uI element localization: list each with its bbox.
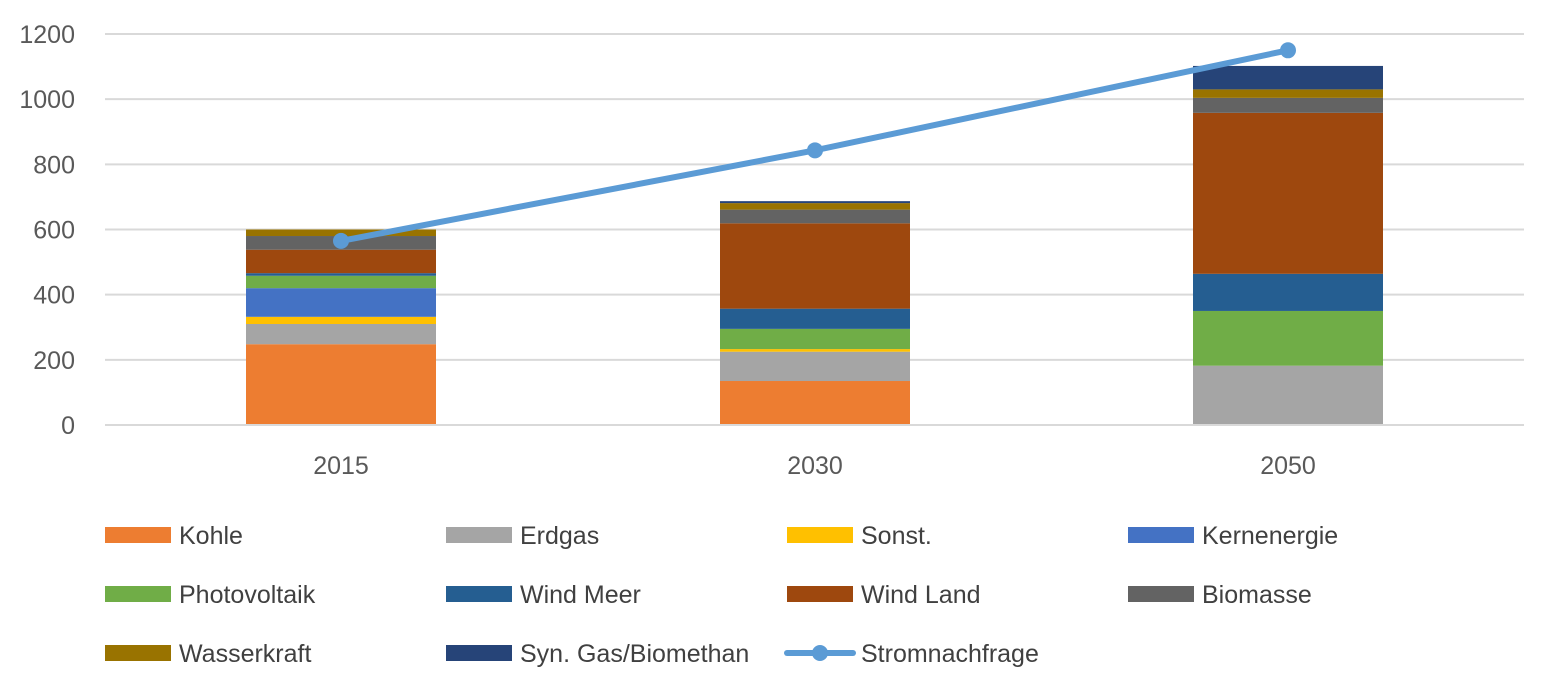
bar-segment [720, 203, 910, 210]
legend-marker-swatch [812, 645, 828, 661]
legend-item: Wasserkraft [105, 640, 311, 668]
legend-item: Biomasse [1128, 581, 1312, 609]
legend: Kohle Erdgas Sonst. Kernenergie Photovoltaik… [105, 522, 1338, 668]
bar-segment [246, 316, 436, 324]
legend-label: Stromnachfrage [861, 640, 1039, 668]
bar-segment [1193, 310, 1383, 366]
legend-label: Kernenergie [1202, 522, 1338, 550]
bar-segment [246, 229, 436, 237]
x-tick-label: 2050 [1260, 452, 1316, 480]
legend-label: Wind Meer [520, 581, 641, 609]
legend-label: Syn. Gas/Biomethan [520, 640, 749, 668]
legend-item: Syn. Gas/Biomethan [446, 640, 749, 668]
legend-item: Erdgas [446, 522, 599, 550]
legend-label: Wasserkraft [179, 640, 311, 668]
legend-label: Biomasse [1202, 581, 1312, 609]
legend-swatch [105, 586, 171, 602]
bar-segment [720, 381, 910, 425]
legend-swatch [787, 527, 853, 543]
bar-segment [246, 288, 436, 317]
bar-segment [246, 344, 436, 425]
x-tick-label: 2030 [787, 452, 843, 480]
y-tick-label: 0 [61, 412, 75, 440]
y-tick-label: 1200 [19, 21, 75, 49]
legend-item: Sonst. [787, 522, 932, 550]
x-axis-ticks: 2015 2030 2050 [313, 452, 1316, 480]
legend-item: Kohle [105, 522, 243, 550]
y-tick-label: 800 [33, 151, 75, 179]
demand-point [333, 232, 349, 249]
legend-swatch [446, 645, 512, 661]
bars [246, 65, 1383, 425]
legend-item: Wind Land [787, 581, 981, 609]
bar-segment [1193, 365, 1383, 425]
bar-segment [1193, 112, 1383, 274]
bar-segment [1193, 65, 1383, 90]
y-axis-ticks: 0 200 400 600 800 1000 1200 [19, 21, 75, 440]
legend-item: Photovoltaik [105, 581, 316, 609]
bar-segment [1193, 273, 1383, 311]
y-tick-label: 200 [33, 347, 75, 375]
legend-item: Kernenergie [1128, 522, 1338, 550]
legend-label: Sonst. [861, 522, 932, 550]
legend-swatch [1128, 527, 1194, 543]
bar-segment [720, 209, 910, 224]
legend-item: Wind Meer [446, 581, 641, 609]
legend-item: Stromnachfrage [784, 640, 1039, 668]
legend-swatch [446, 586, 512, 602]
bar-segment [720, 351, 910, 382]
legend-label: Erdgas [520, 522, 599, 550]
bar-segment [246, 275, 436, 289]
bar-segment [1193, 97, 1383, 113]
demand-point [807, 142, 823, 159]
bar-segment [246, 273, 436, 276]
legend-label: Kohle [179, 522, 243, 550]
y-tick-label: 1000 [19, 86, 75, 114]
demand-line [333, 42, 1296, 249]
bar-segment [246, 323, 436, 345]
legend-swatch [105, 645, 171, 661]
legend-swatch [446, 527, 512, 543]
bar-segment [246, 249, 436, 274]
bar-segment [720, 308, 910, 329]
bar-segment [720, 223, 910, 309]
bar-segment [720, 328, 910, 350]
legend-label: Photovoltaik [179, 581, 316, 609]
y-tick-label: 600 [33, 217, 75, 245]
bar-segment [1193, 89, 1383, 98]
x-tick-label: 2015 [313, 452, 369, 480]
y-tick-label: 400 [33, 282, 75, 310]
legend-swatch [787, 586, 853, 602]
legend-swatch [105, 527, 171, 543]
bar-segment [720, 349, 910, 352]
legend-label: Wind Land [861, 581, 981, 609]
legend-swatch [1128, 586, 1194, 602]
bar-segment [720, 201, 910, 204]
demand-point [1280, 42, 1296, 59]
